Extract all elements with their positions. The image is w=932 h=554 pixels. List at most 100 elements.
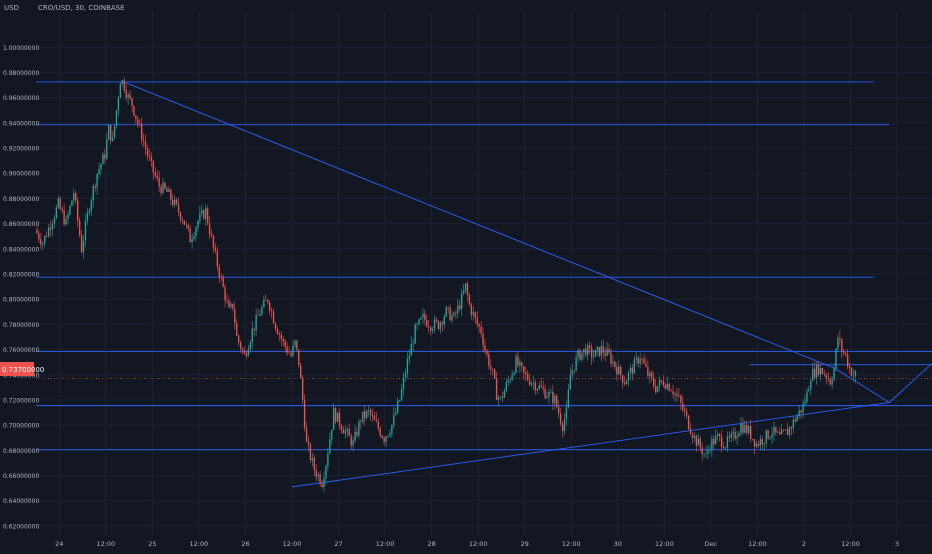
candle-body	[90, 200, 92, 211]
candle-body	[113, 126, 116, 138]
candle-body	[600, 346, 603, 357]
candle-body	[751, 438, 754, 440]
candle-body	[540, 385, 542, 388]
trend-line[interactable]	[834, 368, 890, 403]
candle-body	[447, 307, 449, 308]
candle-body	[466, 283, 469, 296]
candle-body	[123, 80, 125, 90]
candle-body	[173, 199, 176, 205]
candle-body	[317, 474, 319, 477]
candle-body	[629, 367, 632, 373]
candle-body	[175, 199, 178, 204]
candle-body	[748, 426, 750, 433]
x-tick-label: 2	[802, 540, 806, 548]
symbol-title[interactable]: CRO/USD, 30, COINBASE	[38, 4, 125, 12]
candle-body	[61, 208, 63, 211]
candle-body	[437, 321, 440, 330]
candle-body	[191, 239, 193, 243]
candle-body	[515, 356, 517, 373]
horizontal-levels[interactable]	[36, 81, 932, 451]
candle-body	[470, 304, 473, 315]
candle-body	[387, 435, 389, 437]
candle-body	[305, 428, 308, 442]
candle-body	[373, 415, 376, 420]
candle-body	[321, 483, 323, 487]
candle-body	[381, 435, 383, 438]
candle-body	[557, 406, 560, 414]
candle-body	[501, 396, 504, 398]
candle-body	[676, 393, 678, 396]
candle-body	[581, 352, 583, 360]
candle-body	[713, 438, 715, 445]
y-tick-label: 0.64000000	[3, 498, 39, 505]
candle-body	[490, 366, 492, 369]
trend-line[interactable]	[291, 402, 890, 488]
x-tick-label: 12:00	[562, 540, 581, 548]
candle-body	[827, 377, 829, 379]
candle-body	[108, 124, 110, 140]
candle-body	[509, 379, 511, 381]
trend-line[interactable]	[125, 82, 836, 369]
candle-body	[183, 220, 186, 225]
candle-body	[391, 425, 393, 434]
candle-body	[691, 433, 694, 438]
candle-body	[521, 362, 523, 367]
y-tick-label: 0.90000000	[3, 171, 39, 178]
candle-body	[49, 227, 52, 230]
trend-line[interactable]	[889, 324, 932, 403]
candle-body	[695, 435, 698, 446]
candle-body	[53, 218, 56, 224]
candle-body	[152, 160, 155, 173]
candle-body	[239, 342, 242, 349]
candle-body	[148, 155, 151, 158]
candle-body	[497, 397, 500, 400]
candle-body	[92, 185, 94, 201]
y-tick-label: 0.92000000	[3, 146, 39, 153]
candle-body	[837, 337, 839, 349]
candle-body	[220, 277, 222, 278]
candle-body	[369, 409, 372, 415]
candle-body	[142, 140, 145, 142]
candles	[36, 76, 857, 492]
candle-body	[771, 434, 773, 438]
candle-body	[685, 411, 688, 416]
candle-body	[468, 295, 471, 305]
candle-body	[734, 432, 736, 439]
candle-body	[383, 437, 385, 442]
candle-body	[327, 453, 329, 467]
candle-body	[782, 430, 785, 431]
candle-body	[804, 401, 806, 404]
candle-body	[241, 348, 244, 351]
candle-body	[495, 378, 498, 400]
candle-body	[511, 374, 513, 380]
candle-body	[354, 431, 356, 441]
candle-body	[579, 350, 581, 360]
candle-body	[616, 367, 618, 375]
candle-body	[536, 388, 539, 391]
candle-body	[589, 345, 591, 348]
candle-body	[670, 390, 672, 392]
candle-body	[222, 277, 224, 287]
trend-lines[interactable]	[125, 82, 932, 488]
candle-body	[259, 314, 261, 316]
candle-body	[703, 453, 705, 455]
candle-body	[523, 366, 525, 373]
candle-body	[247, 349, 250, 356]
candle-body	[187, 224, 189, 229]
candle-body	[420, 317, 422, 320]
candle-body	[781, 430, 783, 435]
candle-body	[744, 424, 746, 433]
candle-body	[156, 175, 158, 178]
time-axis[interactable]: 24 12:00 25 12:00 26 12:00 27 12:00 28 12:00 29 12:…	[55, 540, 899, 548]
candle-body	[556, 395, 558, 407]
candle-body	[800, 410, 802, 413]
candle-body	[587, 345, 589, 356]
candle-body	[75, 193, 77, 201]
candle-body	[356, 431, 358, 436]
candle-body	[711, 438, 713, 451]
candle-body	[794, 419, 796, 422]
candle-body	[228, 300, 230, 308]
candle-body	[653, 377, 655, 386]
